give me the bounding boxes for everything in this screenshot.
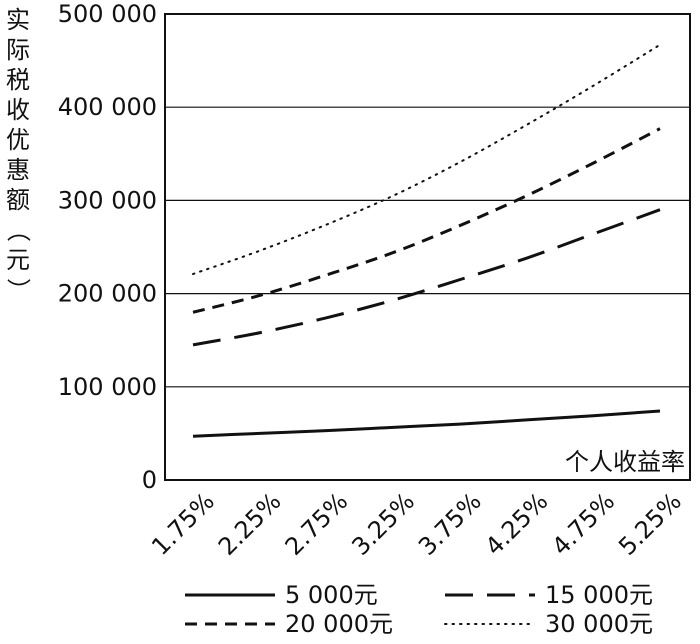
x-tick-label: 1.75% [146,487,220,561]
y-axis-label-char: 税 [6,66,30,94]
x-tick-labels: 1.75%2.25%2.75%3.25%3.75%4.25%4.75%5.25% [146,487,687,561]
series-line-0 [192,409,661,438]
series-line-2 [192,127,661,314]
series-line-3 [192,43,661,276]
y-tick-label: 200 000 [58,280,157,308]
x-axis-label: 个人收益率 [565,448,685,476]
y-tick-label: 0 [142,466,157,494]
y-axis-label-char: 额 [6,186,30,214]
y-axis-label-char: 优 [6,126,30,154]
y-tick-label: 100 000 [58,373,157,401]
series-lines [192,43,661,438]
legend-label: 30 000元 [545,610,653,638]
x-tick-label: 2.75% [280,487,354,561]
y-axis-label-char: 元 [6,246,30,274]
y-axis-label-char: 际 [6,36,30,64]
legend-label: 5 000元 [285,581,378,609]
series-line-1 [192,208,661,347]
x-tick-label: 3.25% [346,487,420,561]
y-axis-label-char: 惠 [6,156,30,184]
legend-item: 15 000元 [445,581,653,609]
legend-item: 30 000元 [444,610,653,638]
legend-item: 20 000元 [185,610,393,638]
y-axis-label-char: ） [4,278,32,302]
y-tick-label: 500 000 [58,0,157,28]
plot-frame [164,13,691,481]
y-axis-label-char: 实 [6,6,30,34]
y-tick-label: 300 000 [58,186,157,214]
legend-item: 5 000元 [185,581,378,609]
grid [165,106,690,388]
legend: 5 000元 15 000元 20 000元 30 000元 [185,581,653,638]
legend-label: 20 000元 [285,610,393,638]
y-tick-label: 400 000 [58,93,157,121]
legend-label: 15 000元 [545,581,653,609]
y-tick-labels: 0 100 000 200 000 300 000 400 000 500 000 [58,0,157,494]
x-tick-label: 5.25% [613,487,687,561]
x-tick-label: 2.25% [213,487,287,561]
y-axis-label-char: 收 [6,96,30,124]
x-tick-label: 4.75% [547,487,621,561]
y-axis-label-char: （ [4,218,32,242]
x-tick-label: 3.75% [413,487,487,561]
x-tick-label: 4.25% [480,487,554,561]
